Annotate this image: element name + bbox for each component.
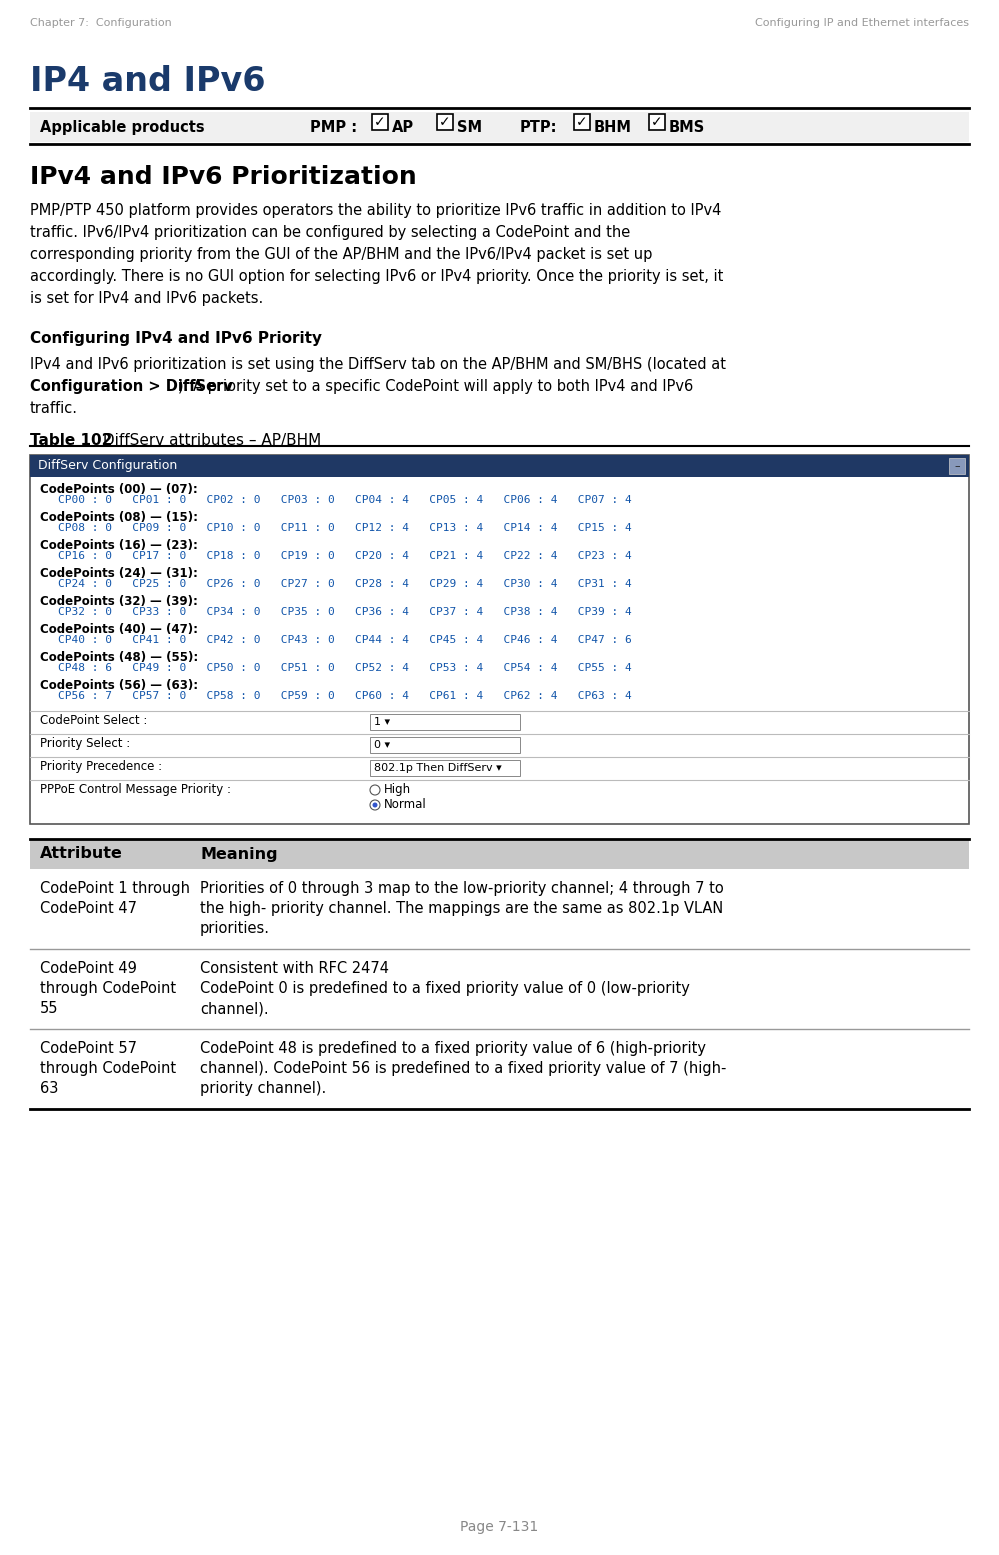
Text: Attribute: Attribute <box>40 846 123 861</box>
Text: accordingly. There is no GUI option for selecting IPv6 or IPv4 priority. Once th: accordingly. There is no GUI option for … <box>30 269 723 285</box>
Text: PMP/PTP 450 platform provides operators the ability to prioritize IPv6 traffic i: PMP/PTP 450 platform provides operators … <box>30 204 721 218</box>
Text: CodePoint Select :: CodePoint Select : <box>40 714 148 728</box>
Bar <box>370 760 520 776</box>
Text: 1 ▾: 1 ▾ <box>374 717 391 728</box>
Bar <box>30 1029 969 1109</box>
Text: channel). CodePoint 56 is predefined to a fixed priority value of 7 (high-: channel). CodePoint 56 is predefined to … <box>200 1061 726 1076</box>
Bar <box>437 114 453 131</box>
Text: CodePoints (08) — (15):: CodePoints (08) — (15): <box>40 512 198 524</box>
Text: PTP:: PTP: <box>520 120 557 135</box>
Text: CodePoints (48) — (55):: CodePoints (48) — (55): <box>40 652 198 664</box>
Text: CodePoints (56) — (63):: CodePoints (56) — (63): <box>40 680 198 692</box>
Text: CodePoints (24) — (31):: CodePoints (24) — (31): <box>40 568 198 580</box>
Text: through CodePoint: through CodePoint <box>40 1061 176 1076</box>
Bar <box>30 456 969 477</box>
Text: CodePoint 49: CodePoint 49 <box>40 961 137 977</box>
Text: Configuring IP and Ethernet interfaces: Configuring IP and Ethernet interfaces <box>755 19 969 28</box>
Text: SM: SM <box>457 120 483 135</box>
Text: priorities.: priorities. <box>200 921 270 936</box>
Text: CodePoint 48 is predefined to a fixed priority value of 6 (high-priority: CodePoint 48 is predefined to a fixed pr… <box>200 1040 706 1056</box>
Text: channel).: channel). <box>200 1001 269 1015</box>
Text: IPv4 and IPv6 Prioritization: IPv4 and IPv6 Prioritization <box>30 165 417 190</box>
Bar <box>370 714 520 729</box>
Text: CP08 : 0   CP09 : 0   CP10 : 0   CP11 : 0   CP12 : 4   CP13 : 4   CP14 : 4   CP1: CP08 : 0 CP09 : 0 CP10 : 0 CP11 : 0 CP12… <box>58 522 631 533</box>
Text: IPv4 and IPv6 prioritization is set using the DiffServ tab on the AP/BHM and SM/: IPv4 and IPv6 prioritization is set usin… <box>30 358 726 372</box>
Text: BMS: BMS <box>669 120 705 135</box>
Bar <box>30 949 969 1029</box>
Text: Priority Precedence :: Priority Precedence : <box>40 760 162 773</box>
Text: BHM: BHM <box>594 120 632 135</box>
Text: CP40 : 0   CP41 : 0   CP42 : 0   CP43 : 0   CP44 : 4   CP45 : 4   CP46 : 4   CP4: CP40 : 0 CP41 : 0 CP42 : 0 CP43 : 0 CP44… <box>58 634 631 645</box>
Circle shape <box>370 785 380 795</box>
Bar <box>30 112 969 142</box>
Text: CP24 : 0   CP25 : 0   CP26 : 0   CP27 : 0   CP28 : 4   CP29 : 4   CP30 : 4   CP3: CP24 : 0 CP25 : 0 CP26 : 0 CP27 : 0 CP28… <box>58 578 631 589</box>
Bar <box>30 869 969 949</box>
Text: Priorities of 0 through 3 map to the low-priority channel; 4 through 7 to: Priorities of 0 through 3 map to the low… <box>200 882 723 896</box>
Text: High: High <box>384 784 412 796</box>
Text: CodePoint 1 through: CodePoint 1 through <box>40 882 190 896</box>
Text: Consistent with RFC 2474: Consistent with RFC 2474 <box>200 961 389 977</box>
Text: CodePoints (16) — (23):: CodePoints (16) — (23): <box>40 540 198 552</box>
Text: CodePoint 47: CodePoint 47 <box>40 900 137 916</box>
Text: Chapter 7:  Configuration: Chapter 7: Configuration <box>30 19 172 28</box>
Text: corresponding priority from the GUI of the AP/BHM and the IPv6/IPv4 packet is se: corresponding priority from the GUI of t… <box>30 247 652 261</box>
Text: CodePoints (00) — (07):: CodePoints (00) — (07): <box>40 484 198 496</box>
Text: Configuring IPv4 and IPv6 Priority: Configuring IPv4 and IPv6 Priority <box>30 331 322 347</box>
Text: is set for IPv4 and IPv6 packets.: is set for IPv4 and IPv6 packets. <box>30 291 264 306</box>
Text: CodePoint 57: CodePoint 57 <box>40 1040 137 1056</box>
Text: CP56 : 7   CP57 : 0   CP58 : 0   CP59 : 0   CP60 : 4   CP61 : 4   CP62 : 4   CP6: CP56 : 7 CP57 : 0 CP58 : 0 CP59 : 0 CP60… <box>58 690 631 701</box>
Text: CodePoints (32) — (39):: CodePoints (32) — (39): <box>40 596 198 608</box>
Bar <box>30 456 969 824</box>
Circle shape <box>373 802 378 807</box>
Text: CodePoints (40) — (47):: CodePoints (40) — (47): <box>40 624 198 636</box>
Bar <box>649 114 665 131</box>
Bar <box>574 114 590 131</box>
Text: 0 ▾: 0 ▾ <box>374 740 391 750</box>
Text: through CodePoint: through CodePoint <box>40 981 176 997</box>
Text: CP16 : 0   CP17 : 0   CP18 : 0   CP19 : 0   CP20 : 4   CP21 : 4   CP22 : 4   CP2: CP16 : 0 CP17 : 0 CP18 : 0 CP19 : 0 CP20… <box>58 550 631 561</box>
Text: CP00 : 0   CP01 : 0   CP02 : 0   CP03 : 0   CP04 : 4   CP05 : 4   CP06 : 4   CP0: CP00 : 0 CP01 : 0 CP02 : 0 CP03 : 0 CP04… <box>58 494 631 505</box>
Bar <box>370 737 520 753</box>
Text: ✓: ✓ <box>375 115 386 129</box>
Text: CodePoint 0 is predefined to a fixed priority value of 0 (low-priority: CodePoint 0 is predefined to a fixed pri… <box>200 981 690 997</box>
Text: priority channel).: priority channel). <box>200 1081 327 1096</box>
Text: the high- priority channel. The mappings are the same as 802.1p VLAN: the high- priority channel. The mappings… <box>200 900 723 916</box>
Text: ✓: ✓ <box>440 115 451 129</box>
Bar <box>30 840 969 869</box>
Text: ✓: ✓ <box>576 115 587 129</box>
Text: PPPoE Control Message Priority :: PPPoE Control Message Priority : <box>40 784 231 796</box>
Bar <box>372 114 388 131</box>
Text: Applicable products: Applicable products <box>40 120 205 135</box>
Text: CP32 : 0   CP33 : 0   CP34 : 0   CP35 : 0   CP36 : 4   CP37 : 4   CP38 : 4   CP3: CP32 : 0 CP33 : 0 CP34 : 0 CP35 : 0 CP36… <box>58 606 631 617</box>
Text: IP4 and IPv6: IP4 and IPv6 <box>30 65 266 98</box>
Text: traffic. IPv6/IPv4 prioritization can be configured by selecting a CodePoint and: traffic. IPv6/IPv4 prioritization can be… <box>30 225 630 239</box>
Bar <box>949 459 965 474</box>
Text: ). A priority set to a specific CodePoint will apply to both IPv4 and IPv6: ). A priority set to a specific CodePoin… <box>178 379 693 393</box>
Circle shape <box>370 799 380 810</box>
Text: 63: 63 <box>40 1081 58 1096</box>
Text: –: – <box>954 460 960 471</box>
Text: Meaning: Meaning <box>200 846 278 861</box>
Text: DiffServ attributes – AP/BHM: DiffServ attributes – AP/BHM <box>98 432 322 448</box>
Text: CP48 : 6   CP49 : 0   CP50 : 0   CP51 : 0   CP52 : 4   CP53 : 4   CP54 : 4   CP5: CP48 : 6 CP49 : 0 CP50 : 0 CP51 : 0 CP52… <box>58 662 631 673</box>
Text: Configuration > DiffServ: Configuration > DiffServ <box>30 379 233 393</box>
Text: Normal: Normal <box>384 799 427 812</box>
Text: DiffServ Configuration: DiffServ Configuration <box>38 459 177 473</box>
Text: ✓: ✓ <box>651 115 662 129</box>
Text: Priority Select :: Priority Select : <box>40 737 130 750</box>
Text: 802.1p Then DiffServ ▾: 802.1p Then DiffServ ▾ <box>374 764 501 773</box>
Text: 55: 55 <box>40 1001 59 1015</box>
Text: traffic.: traffic. <box>30 401 78 417</box>
Text: Table 102: Table 102 <box>30 432 112 448</box>
Text: PMP :: PMP : <box>310 120 357 135</box>
Text: AP: AP <box>392 120 415 135</box>
Text: Page 7-131: Page 7-131 <box>461 1519 538 1533</box>
